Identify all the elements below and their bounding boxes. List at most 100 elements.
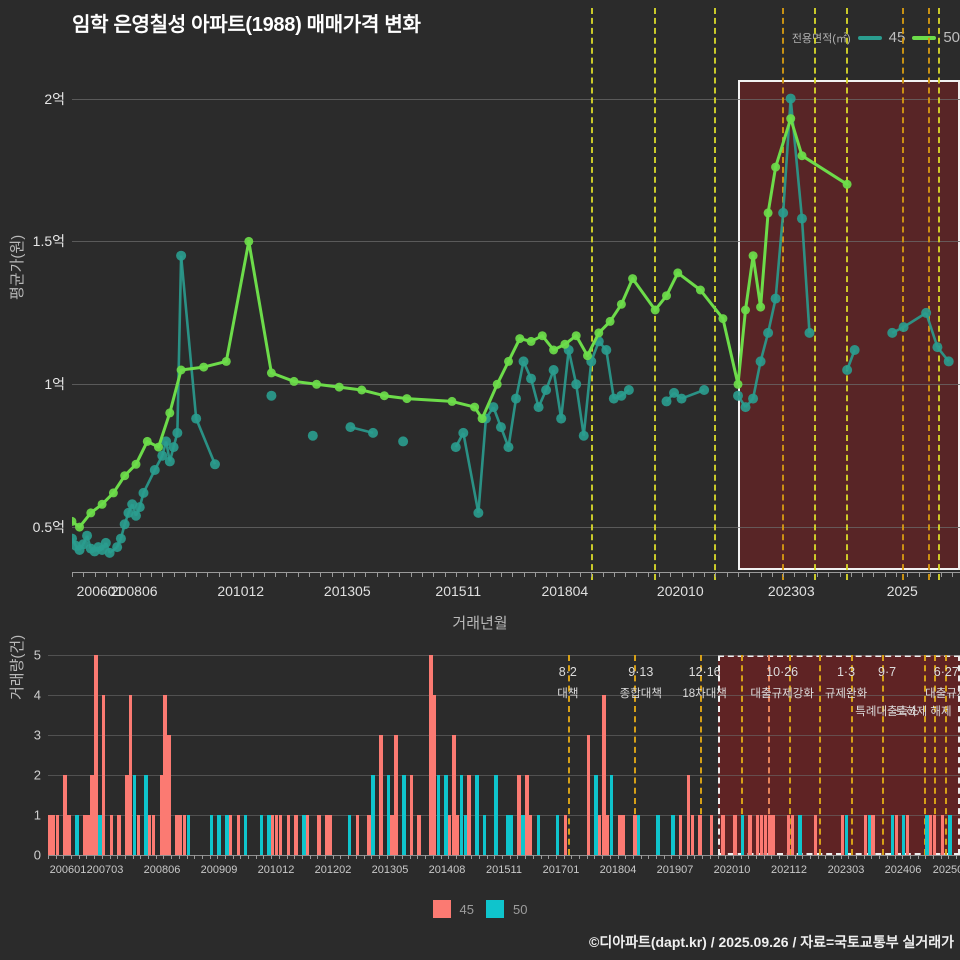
bar-x-tick — [825, 855, 826, 859]
volume-bar — [521, 815, 524, 855]
volume-bar — [564, 815, 567, 855]
bar-x-tick — [818, 855, 819, 859]
volume-bar — [483, 815, 487, 855]
bar-x-tick-label: 201511 — [486, 864, 522, 876]
volume-bar — [179, 815, 182, 855]
volume-bar — [841, 815, 844, 855]
volume-bar — [529, 815, 532, 855]
volume-bar — [371, 775, 375, 855]
main-y-tick-label: 1.5억 — [33, 231, 65, 251]
bar-x-tick-label: 202112 — [771, 864, 807, 876]
x-tick — [862, 572, 863, 577]
x-tick — [411, 572, 412, 577]
volume-bar — [152, 815, 156, 855]
bar-x-tick — [948, 855, 949, 859]
x-tick — [478, 572, 479, 577]
bar-x-tick — [771, 855, 772, 859]
bar-x-tick — [887, 855, 888, 859]
main-x-tick-label: 201511 — [435, 583, 481, 599]
volume-bar — [271, 815, 274, 855]
top-legend: 전용면적(㎡) 45 50 — [792, 29, 960, 46]
bar-x-tick — [733, 855, 734, 859]
volume-bar — [167, 735, 171, 855]
bar-x-tick — [225, 855, 226, 859]
bar-x-tick-label: 202010 — [714, 864, 751, 876]
volume-bar — [556, 815, 559, 855]
series-canvas — [72, 70, 960, 570]
x-tick — [332, 572, 333, 577]
policy-text-label: 대출규제 — [925, 685, 960, 701]
x-tick — [704, 572, 705, 577]
main-x-tick-label: 200806 — [111, 583, 158, 599]
volume-bar — [410, 775, 414, 855]
volume-bar — [75, 815, 79, 855]
bar-x-tick — [325, 855, 326, 859]
x-tick — [264, 572, 265, 577]
bar-x-tick — [79, 855, 80, 859]
policy-date-label: 8·2 — [559, 665, 577, 679]
x-tick — [828, 572, 829, 577]
bar-gridline — [48, 655, 960, 656]
volume-bar — [183, 815, 186, 855]
bar-x-tick — [810, 855, 811, 859]
bar-x-tick — [564, 855, 565, 859]
bar-x-tick — [594, 855, 595, 859]
x-tick — [72, 572, 73, 577]
bar-x-tick — [425, 855, 426, 859]
volume-bar — [67, 815, 71, 855]
x-tick — [309, 572, 310, 577]
bar-x-tick — [194, 855, 195, 859]
volume-bar — [771, 815, 774, 855]
x-tick — [501, 572, 502, 577]
bar-x-tick — [156, 855, 157, 859]
x-tick — [512, 572, 513, 577]
bottom-swatch-50 — [486, 900, 504, 918]
legend-swatch-50 — [912, 36, 936, 40]
bar-x-tick — [941, 855, 942, 859]
bar-x-tick — [387, 855, 388, 859]
x-tick — [275, 572, 276, 577]
x-tick — [885, 572, 886, 577]
bar-x-tick — [94, 855, 95, 859]
bar-x-tick — [263, 855, 264, 859]
volume-bar — [456, 815, 459, 855]
x-tick — [230, 572, 231, 577]
bar-gridline — [48, 735, 960, 736]
x-tick — [670, 572, 671, 577]
policy-text-label: 대출규제강화 — [750, 685, 813, 701]
x-tick — [524, 572, 525, 577]
bar-x-tick — [71, 855, 72, 859]
x-tick — [162, 572, 163, 577]
bottom-legend: 45 50 — [0, 900, 960, 918]
volume-bar — [933, 815, 936, 855]
bar-x-tick — [694, 855, 695, 859]
volume-bar — [448, 815, 451, 855]
bar-x-tick — [210, 855, 211, 859]
bar-x-tick — [910, 855, 911, 859]
bar-x-tick — [895, 855, 896, 859]
main-x-tick-label: 2025 — [887, 583, 918, 599]
volume-bar — [367, 815, 370, 855]
x-tick — [546, 572, 547, 577]
bar-policy-vline — [882, 655, 884, 855]
bottom-label-50: 50 — [513, 902, 527, 917]
x-tick — [614, 572, 615, 577]
bar-gridline — [48, 695, 960, 696]
volume-bar — [210, 815, 213, 855]
bar-x-tick-label: 200703 — [87, 864, 124, 876]
main-y-axis-label: 평균가(원) — [6, 235, 27, 300]
bar-x-tick — [625, 855, 626, 859]
bar-x-tick — [410, 855, 411, 859]
x-tick — [140, 572, 141, 577]
bar-x-tick — [471, 855, 472, 859]
x-tick — [377, 572, 378, 577]
volume-bar — [294, 815, 298, 855]
bar-x-tick — [833, 855, 834, 859]
bar-x-tick — [671, 855, 672, 859]
bar-x-tick — [764, 855, 765, 859]
x-tick — [219, 572, 220, 577]
x-tick — [636, 572, 637, 577]
x-tick — [738, 572, 739, 577]
bar-gridline — [48, 775, 960, 776]
x-tick — [388, 572, 389, 577]
